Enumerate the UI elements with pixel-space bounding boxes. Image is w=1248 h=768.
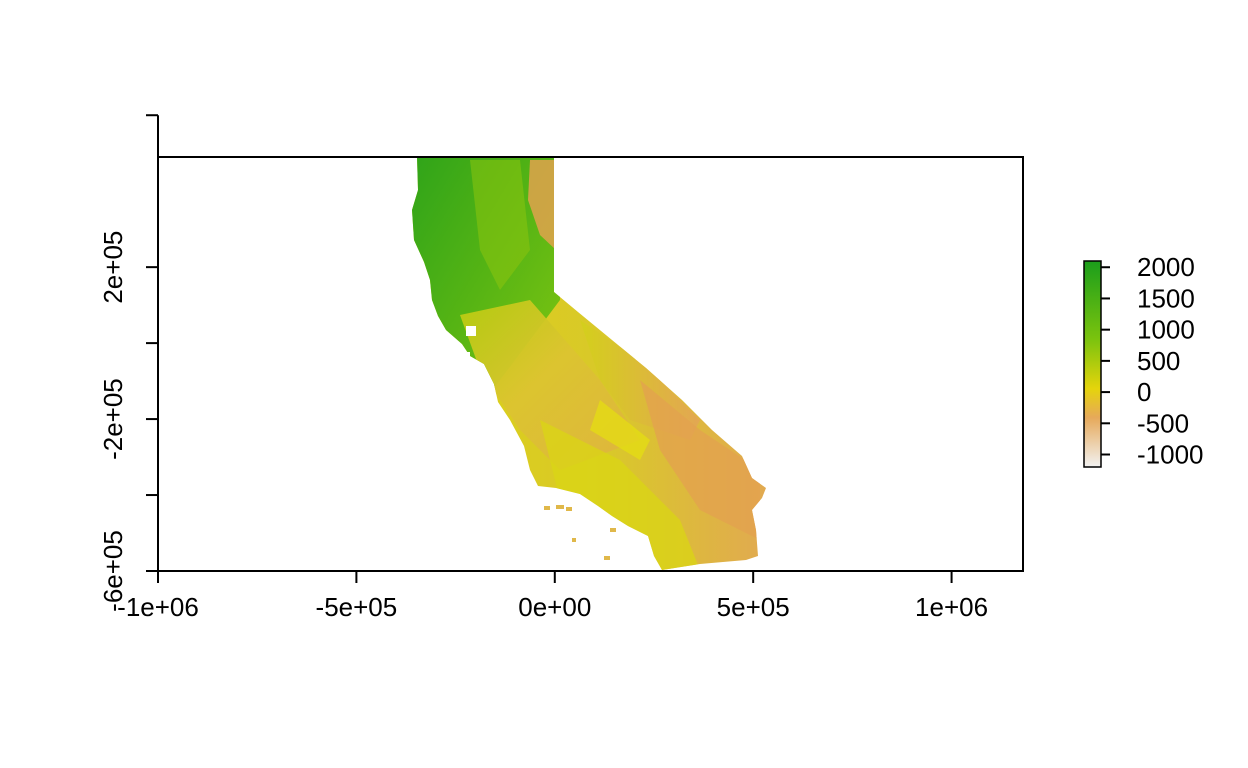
legend-label: 1000	[1137, 315, 1195, 345]
y-tick-label: 2e+05	[98, 231, 128, 304]
y-tick-label: -6e+05	[98, 530, 128, 612]
elevation-raster	[412, 157, 766, 570]
legend-label: 0	[1137, 377, 1151, 407]
x-tick-label: 5e+05	[717, 592, 790, 622]
x-tick-label: 1e+06	[915, 592, 988, 622]
y-axis: -6e+05 -2e+05 2e+05	[98, 114, 159, 612]
legend-colorbar	[1083, 260, 1102, 468]
x-tick-label: -5e+05	[316, 592, 398, 622]
legend-label: -1000	[1137, 440, 1204, 470]
legend-label: 1500	[1137, 283, 1195, 313]
legend-label: -500	[1137, 408, 1189, 438]
channel-islands	[544, 505, 616, 560]
legend-label: 500	[1137, 346, 1180, 376]
x-axis: -1e+06 -5e+05 0e+00 5e+05 1e+06	[117, 570, 988, 622]
y-tick-label: -2e+05	[98, 378, 128, 460]
x-tick-label: 0e+00	[518, 592, 591, 622]
legend-label: 2000	[1137, 252, 1195, 282]
bay-cutout	[462, 326, 476, 360]
x-tick-label: -1e+06	[117, 592, 199, 622]
